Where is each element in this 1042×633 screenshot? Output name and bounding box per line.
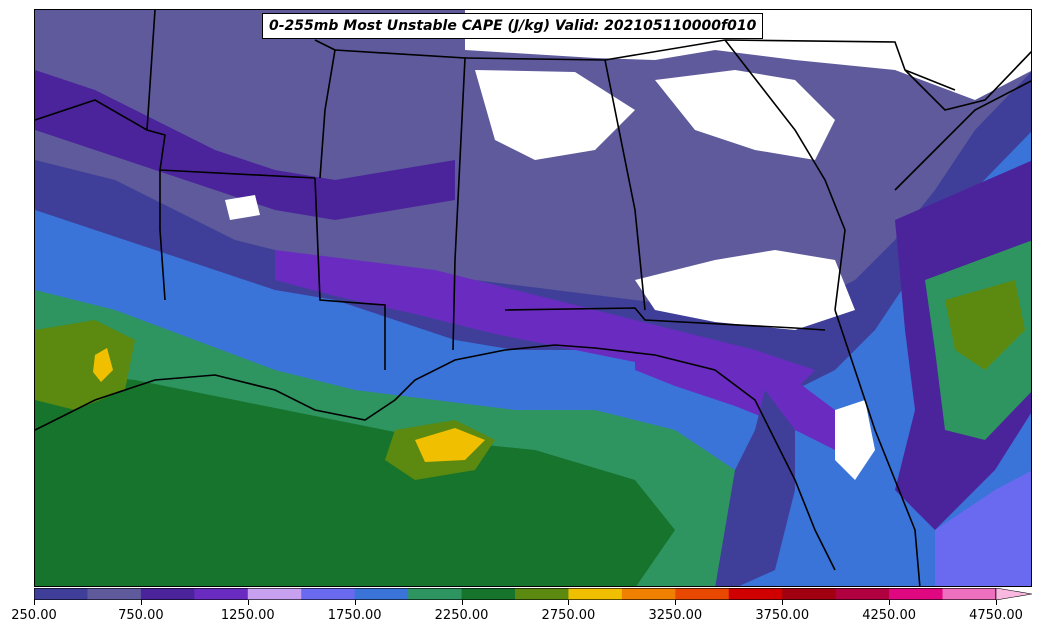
colorbar-tick-mark [354, 600, 356, 605]
colorbar-tick-label: 2250.00 [434, 608, 489, 623]
colorbar-segment [461, 588, 516, 600]
colorbar-tick-mark [889, 600, 891, 605]
colorbar-segment [728, 588, 783, 600]
colorbar-segment [194, 588, 249, 600]
colorbar-segment [301, 588, 356, 600]
colorbar-segment [247, 588, 302, 600]
colorbar-tick-label: 3250.00 [648, 608, 703, 623]
colorbar-segment [568, 588, 623, 600]
colorbar-tick-label: 250.00 [11, 608, 57, 623]
colorbar-tick-label: 4750.00 [969, 608, 1023, 623]
colorbar-segment [621, 588, 676, 600]
colorbar-tick-label: 2750.00 [541, 608, 596, 623]
cape-map-svg [35, 10, 1031, 586]
colorbar-outline [34, 588, 997, 600]
colorbar-tick-mark [568, 600, 570, 605]
colorbar-ticks: 250.00 750.00 1250.00 1750.00 2250.00 2750.00… [0, 600, 1042, 628]
colorbar-segment [835, 588, 890, 600]
colorbar-tick-mark [675, 600, 677, 605]
colorbar-segment [34, 588, 88, 600]
colorbar-segment [140, 588, 195, 600]
colorbar-tick-label: 4250.00 [862, 608, 916, 623]
map-title: 0-255mb Most Unstable CAPE (J/kg) Valid:… [262, 13, 764, 39]
colorbar-segment [515, 588, 569, 600]
colorbar-extend-triangle [995, 588, 1033, 600]
cape-map [34, 9, 1032, 587]
colorbar-tick-mark [34, 600, 35, 605]
colorbar-tick-mark [461, 600, 463, 605]
colorbar-segment [782, 588, 837, 600]
colorbar-segment [408, 588, 463, 600]
colorbar-tick-label: 750.00 [118, 608, 164, 623]
colorbar [34, 588, 1033, 600]
colorbar-tick-mark [996, 600, 997, 605]
colorbar-segment [675, 588, 730, 600]
colorbar-segment [354, 588, 409, 600]
colorbar-segment [942, 588, 997, 600]
colorbar-tick-label: 3750.00 [755, 608, 810, 623]
colorbar-tick-label: 1250.00 [220, 608, 275, 623]
colorbar-tick-label: 1750.00 [327, 608, 382, 623]
colorbar-tick-mark [247, 600, 249, 605]
colorbar-tick-mark [782, 600, 784, 605]
colorbar-segment [889, 588, 944, 600]
colorbar-tick-mark [140, 600, 142, 605]
colorbar-segment [87, 588, 142, 600]
